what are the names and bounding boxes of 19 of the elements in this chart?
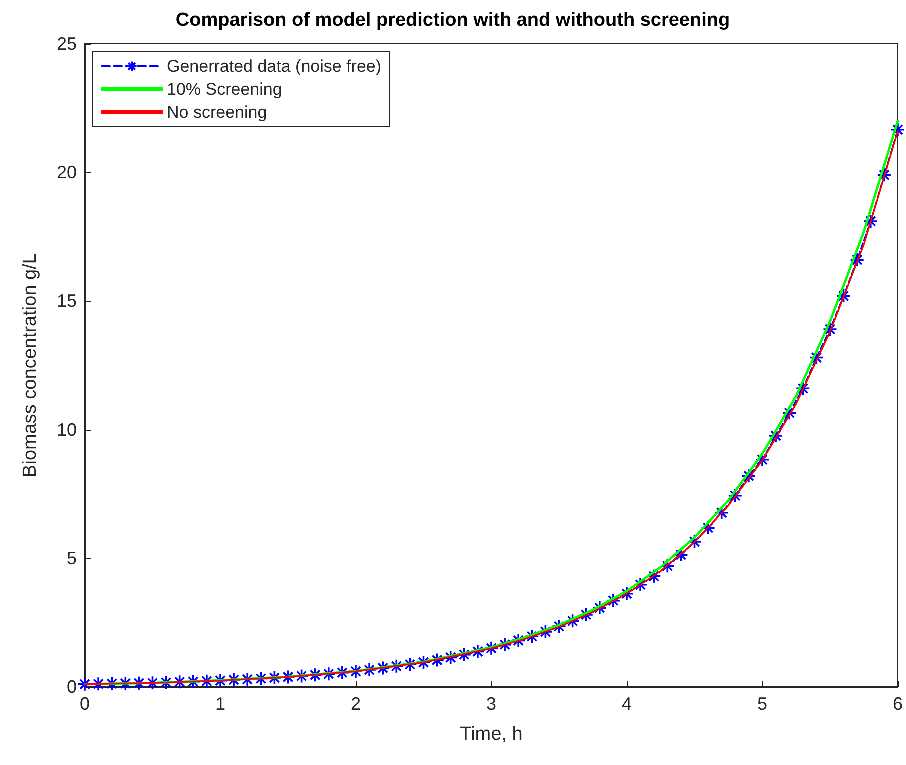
y-axis-title: Biomass concentration g/L [20, 254, 41, 478]
y-tick-label: 20 [56, 162, 77, 183]
y-tick-label: 25 [56, 34, 77, 54]
x-tick-label: 5 [757, 694, 768, 714]
y-tick-label: 15 [56, 291, 77, 312]
legend-label: 10% Screening [167, 80, 282, 99]
y-tick-label: 10 [56, 420, 77, 440]
x-axis-title: Time, h [460, 724, 523, 745]
x-tick-label: 1 [215, 694, 226, 714]
x-tick-label: 0 [80, 694, 90, 714]
chart-title: Comparison of model prediction with and withouth screening [176, 10, 730, 31]
y-tick-label: 0 [66, 677, 77, 697]
x-tick-label: 6 [892, 694, 903, 714]
x-tick-label: 3 [486, 694, 497, 714]
legend-label: Generrated data (noise free) [167, 57, 382, 76]
x-tick-label: 4 [622, 694, 632, 714]
x-tick-label: 2 [350, 694, 362, 714]
legend-label: No screening [167, 103, 268, 122]
y-tick-label: 5 [66, 548, 77, 568]
